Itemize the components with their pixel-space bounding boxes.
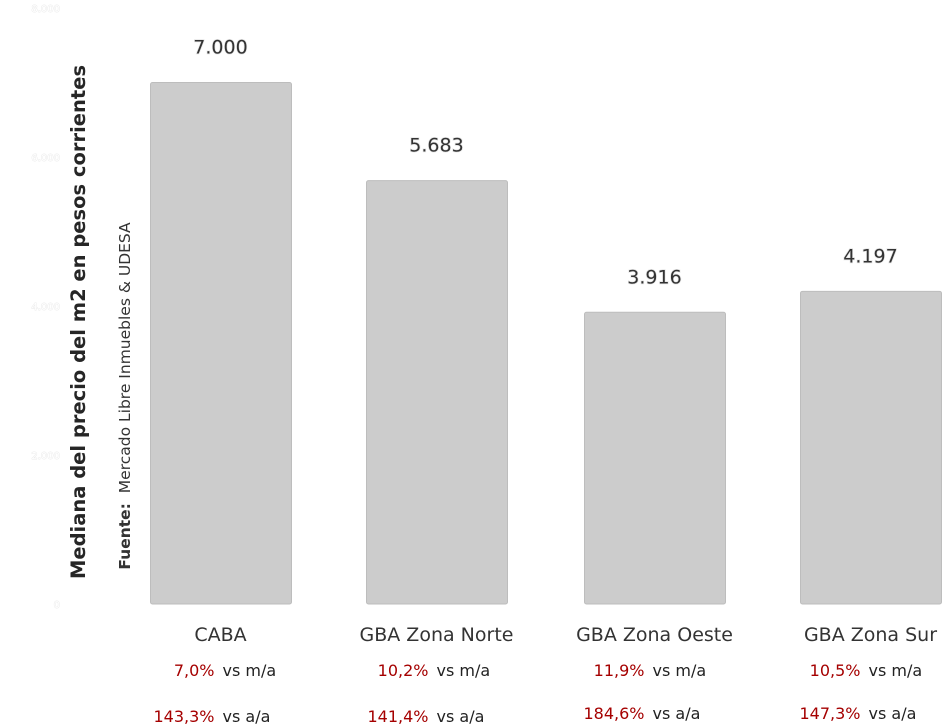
y-tick-label: 8.000 bbox=[31, 4, 60, 15]
change-percent: 143,3% bbox=[153, 707, 214, 726]
bar-value-label: 3.916 bbox=[627, 266, 681, 288]
y-tick-label: 0 bbox=[54, 600, 60, 611]
change-suffix: vs m/a bbox=[223, 661, 277, 680]
change-suffix: vs m/a bbox=[653, 661, 707, 680]
bar bbox=[800, 290, 942, 605]
change-suffix: vs a/a bbox=[437, 707, 485, 726]
y-axis-ticks: 0 2.000 4.000 6.000 8.000 bbox=[31, 4, 60, 612]
category-label: CABA bbox=[194, 624, 246, 646]
source-text: Mercado Libre Inmuebles & UDESA bbox=[116, 222, 134, 493]
source-label: Fuente: bbox=[116, 503, 134, 570]
category-label: GBA Zona Norte bbox=[360, 624, 514, 646]
change-suffix: vs a/a bbox=[653, 704, 701, 723]
bar-value-label: 5.683 bbox=[409, 135, 463, 157]
bar-value-label: 4.197 bbox=[843, 245, 897, 267]
change-percent: 184,6% bbox=[583, 704, 644, 723]
change-suffix: vs m/a bbox=[869, 661, 923, 680]
category-label: GBA Zona Oeste bbox=[576, 624, 733, 646]
bar bbox=[150, 82, 292, 605]
change-percent: 7,0% bbox=[174, 661, 215, 680]
change-labels-group: 7,0% vs m/a 10,2% vs m/a 11,9% vs m/a 10,5% vs … bbox=[153, 661, 922, 726]
y-tick-label: 2.000 bbox=[31, 451, 60, 462]
bars-group bbox=[150, 82, 942, 605]
change-suffix: vs m/a bbox=[437, 661, 491, 680]
change-percent: 11,9% bbox=[594, 661, 645, 680]
change-suffix: vs a/a bbox=[869, 704, 917, 723]
category-label: GBA Zona Sur bbox=[804, 624, 937, 646]
bar bbox=[366, 180, 508, 605]
change-percent: 141,4% bbox=[367, 707, 428, 726]
y-tick-label: 6.000 bbox=[31, 153, 60, 164]
source-note: Fuente: Mercado Libre Inmuebles & UDESA bbox=[116, 222, 134, 570]
change-percent: 10,2% bbox=[378, 661, 429, 680]
change-percent: 10,5% bbox=[810, 661, 861, 680]
change-percent: 147,3% bbox=[799, 704, 860, 723]
value-labels-group: 7.000 5.683 3.916 4.197 bbox=[193, 36, 899, 289]
bar bbox=[584, 311, 726, 605]
category-labels-group: CABA GBA Zona Norte GBA Zona Oeste GBA Zona… bbox=[194, 624, 937, 646]
y-tick-label: 4.000 bbox=[31, 302, 60, 313]
change-suffix: vs a/a bbox=[223, 707, 271, 726]
y-axis-title: Mediana del precio del m2 en pesos corri… bbox=[67, 65, 90, 579]
bar-value-label: 7.000 bbox=[193, 37, 247, 59]
